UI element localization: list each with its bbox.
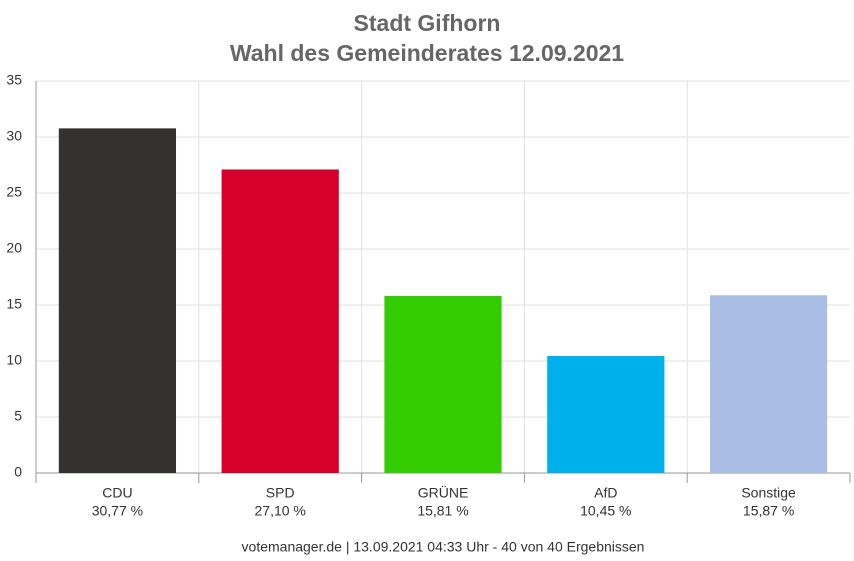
x-tick-label: SPD xyxy=(266,485,295,501)
value-label: 15,87 % xyxy=(743,503,794,519)
bar xyxy=(384,295,502,473)
chart-title: Stadt Gifhorn xyxy=(354,10,501,36)
y-tick-label: 10 xyxy=(6,352,22,368)
value-label: 10,45 % xyxy=(580,503,631,519)
bar xyxy=(221,169,339,474)
value-label: 15,81 % xyxy=(417,503,468,519)
x-tick-label: Sonstige xyxy=(741,485,796,501)
x-tick-label: AfD xyxy=(594,485,617,501)
bar xyxy=(709,295,828,473)
value-label: 30,77 % xyxy=(92,503,143,519)
y-tick-label: 20 xyxy=(6,240,22,256)
bar xyxy=(547,355,665,473)
x-tick-label: GRÜNE xyxy=(418,484,469,501)
chart-subtitle: Wahl des Gemeinderates 12.09.2021 xyxy=(230,40,624,66)
y-tick-label: 0 xyxy=(14,464,22,480)
x-tick-label: CDU xyxy=(102,485,132,501)
y-tick-label: 15 xyxy=(6,296,22,312)
y-tick-label: 5 xyxy=(14,408,22,424)
y-tick-label: 25 xyxy=(6,184,22,200)
y-tick-label: 35 xyxy=(6,72,22,88)
footer: votemanager.de | 13.09.2021 04:33 Uhr - … xyxy=(242,539,645,555)
value-label: 27,10 % xyxy=(255,503,306,519)
bar xyxy=(58,128,177,473)
y-tick-label: 30 xyxy=(6,128,22,144)
